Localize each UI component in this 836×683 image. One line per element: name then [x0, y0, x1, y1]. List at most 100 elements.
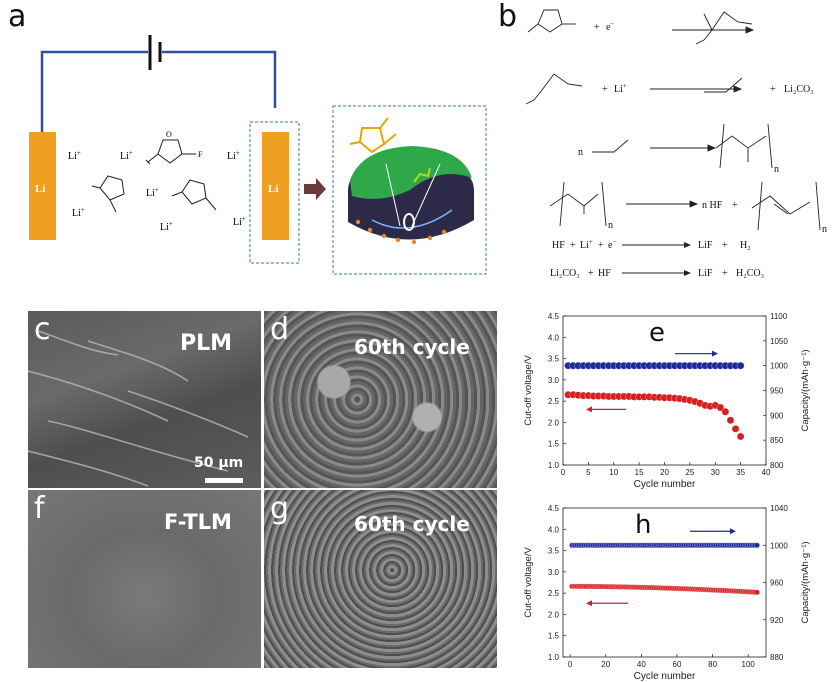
- y-right-tick-label: 1100: [770, 312, 788, 321]
- y-right-tick-label: 1050: [770, 337, 788, 346]
- sem-g-label: 60th cycle: [354, 512, 470, 536]
- y-left-tick-label: 1.0: [548, 461, 560, 470]
- svg-text:LiF: LiF: [698, 240, 713, 251]
- y-left-tick-label: 2.0: [548, 418, 560, 427]
- fec-molecule: [145, 139, 196, 165]
- circuit-wire: [40, 50, 277, 132]
- chart-e: 1.0 1.5 2.0 2.5 3.0 3.5 4.0 4.5 800 850 900 950 1000…: [523, 312, 811, 490]
- left-electrode-label: Li: [35, 183, 45, 195]
- svg-text:n: n: [822, 224, 827, 235]
- x-tick-label: 0: [561, 468, 566, 477]
- ec-molecule: [91, 175, 125, 213]
- sem-d-label: 60th cycle: [354, 335, 470, 359]
- y-left-tick-label: 2.5: [548, 397, 560, 406]
- data-point-voltage: [716, 403, 725, 412]
- svg-text:Li+: Li+: [580, 238, 593, 251]
- data-point-voltage: [736, 432, 745, 441]
- svg-text:n: n: [774, 164, 779, 175]
- svg-text:n: n: [608, 220, 613, 231]
- svg-text:+: +: [602, 84, 608, 95]
- panel-label-c: c: [34, 312, 51, 347]
- svg-text:LiF: LiF: [698, 268, 713, 279]
- y-right-axis-label: Capacity/(mAh·g⁻¹): [800, 349, 811, 431]
- svg-text:Li+: Li+: [68, 149, 81, 162]
- y-left-tick-label: 1.5: [548, 632, 560, 641]
- x-axis-label: Cycle number: [634, 479, 696, 490]
- x-tick-label: 5: [586, 468, 591, 477]
- x-tick-label: 25: [685, 468, 694, 477]
- right-li-electrode: [262, 132, 289, 240]
- x-tick-label: 100: [742, 660, 756, 669]
- scale-bar: [205, 478, 243, 483]
- svg-text:HF: HF: [552, 240, 565, 251]
- chart-h: 1.01.52.02.53.03.54.04.58809209601000104…: [523, 504, 811, 682]
- svg-text:+: +: [594, 22, 600, 33]
- y-right-tick-label: 950: [770, 387, 784, 396]
- y-right-tick-label: 1000: [770, 541, 788, 550]
- y-left-tick-label: 1.0: [548, 653, 560, 662]
- y-left-tick-label: 4.0: [548, 333, 560, 342]
- panel-label-f: f: [34, 491, 45, 526]
- svg-text:e−: e−: [608, 238, 616, 251]
- svg-text:+: +: [770, 84, 776, 95]
- panel-label-b: b: [498, 0, 518, 34]
- y-left-tick-label: 3.0: [548, 376, 560, 385]
- voltage-axis-arrowhead: [586, 406, 592, 413]
- data-point-voltage: [754, 589, 760, 596]
- svg-text:n HF: n HF: [702, 200, 723, 211]
- voltage-axis-arrowhead: [586, 600, 592, 607]
- battery-icon: [148, 35, 162, 70]
- sem-image-f: f F-TLM: [28, 490, 261, 668]
- left-li-electrode: [29, 132, 56, 240]
- svg-text:+: +: [722, 268, 728, 279]
- right-electrode-label: Li: [268, 183, 278, 195]
- svg-text:HF: HF: [598, 268, 611, 279]
- svg-text:Li+: Li+: [120, 149, 133, 162]
- y-left-tick-label: 3.5: [548, 547, 560, 556]
- svg-text:H₂CO₃: H₂CO₃: [736, 268, 764, 279]
- fec-f-label: F: [198, 150, 203, 159]
- x-tick-label: 40: [637, 660, 646, 669]
- y-right-tick-label: 920: [770, 616, 784, 625]
- panel-label-e: e: [649, 318, 665, 348]
- svg-text:n: n: [578, 147, 583, 158]
- capacity-axis-arrowhead: [730, 528, 736, 535]
- svg-text:Li+: Li+: [614, 82, 627, 95]
- y-right-axis-label: Capacity/(mAh·g⁻¹): [800, 541, 811, 623]
- sei-zoom-inset: [332, 105, 487, 275]
- reaction-2: [525, 73, 743, 105]
- panel-label-g: g: [270, 491, 290, 526]
- x-tick-label: 40: [762, 468, 771, 477]
- y-left-tick-label: 4.0: [548, 525, 560, 534]
- y-left-tick-label: 4.5: [548, 312, 560, 321]
- sem-image-g: g 60th cycle: [264, 490, 497, 668]
- li-ion-labels: Li+ Li+ Li+ Li+ Li+ Li+ Li+: [68, 149, 246, 233]
- reaction-5: HF + Li+ + e− LiF + H₂: [552, 238, 751, 251]
- svg-text:Li+: Li+: [227, 149, 240, 162]
- svg-text:Li+: Li+: [72, 206, 85, 219]
- reaction-1: [527, 9, 755, 45]
- panel-label-d: d: [270, 312, 290, 347]
- y-right-tick-label: 960: [770, 579, 784, 588]
- svg-text:Li+: Li+: [160, 220, 173, 233]
- y-left-tick-label: 2.5: [548, 589, 560, 598]
- svg-text:+: +: [732, 200, 738, 211]
- svg-text:Li₂CO₃: Li₂CO₃: [550, 268, 580, 279]
- plot-frame: [562, 507, 767, 658]
- sei-disc-illustration: [348, 117, 474, 245]
- y-right-tick-label: 1000: [770, 362, 788, 371]
- data-point-voltage: [731, 425, 740, 433]
- y-left-tick-label: 1.5: [548, 440, 560, 449]
- panel-a-schematic: Li Li Li+ Li+ Li+ Li+ Li+ Li+ Li+ O F: [29, 35, 487, 275]
- sem-image-c: c PLM 50 μm: [28, 311, 261, 488]
- svg-text:+: +: [588, 268, 594, 279]
- y-left-tick-label: 3.0: [548, 568, 560, 577]
- sem-image-d: d 60th cycle: [264, 311, 497, 488]
- x-axis-label: Cycle number: [634, 671, 696, 682]
- y-left-tick-label: 4.5: [548, 504, 560, 513]
- panel-label-h: h: [635, 510, 651, 540]
- x-tick-label: 0: [568, 660, 573, 669]
- svg-text:e−: e−: [606, 20, 614, 33]
- y-left-tick-label: 3.5: [548, 355, 560, 364]
- y-right-tick-label: 800: [770, 461, 784, 470]
